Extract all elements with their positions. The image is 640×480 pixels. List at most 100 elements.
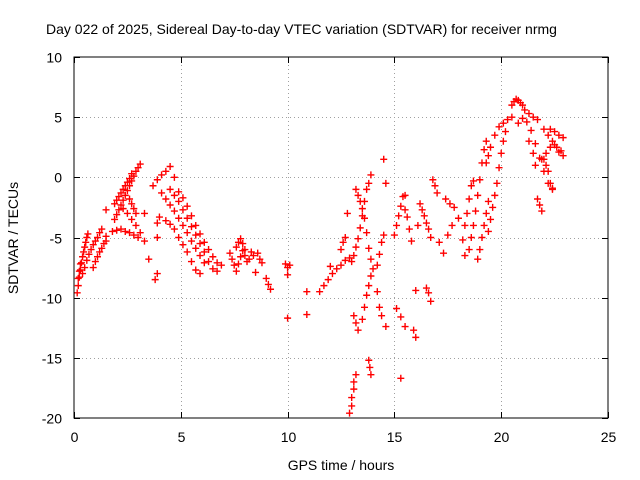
data-point xyxy=(401,206,409,214)
grid-layer xyxy=(74,57,608,418)
data-point xyxy=(134,234,142,241)
data-point xyxy=(397,313,405,321)
data-point xyxy=(420,212,428,220)
data-point xyxy=(119,205,127,213)
data-point xyxy=(187,237,195,245)
data-point xyxy=(115,193,123,201)
data-points xyxy=(73,95,567,417)
data-point xyxy=(102,206,110,214)
data-point xyxy=(80,248,88,256)
data-point xyxy=(412,333,420,341)
data-point xyxy=(119,185,127,193)
data-point xyxy=(75,273,83,281)
data-point xyxy=(367,272,375,280)
data-point xyxy=(407,237,415,245)
data-point xyxy=(183,229,191,237)
data-point xyxy=(493,179,501,187)
data-point xyxy=(514,119,522,127)
data-point xyxy=(111,215,119,223)
data-point xyxy=(140,237,148,245)
data-point xyxy=(365,179,373,187)
data-point xyxy=(499,137,507,145)
data-point xyxy=(136,160,144,168)
data-point xyxy=(363,229,371,237)
data-point xyxy=(352,319,360,327)
data-point xyxy=(519,101,527,109)
data-point xyxy=(252,268,260,276)
data-point xyxy=(284,314,292,322)
plot-border xyxy=(73,56,609,419)
data-point xyxy=(130,205,138,213)
data-point xyxy=(93,234,101,241)
data-point xyxy=(119,196,127,204)
data-point xyxy=(504,116,512,124)
data-point xyxy=(365,282,373,290)
data-point xyxy=(213,267,221,275)
data-point xyxy=(117,225,125,233)
data-point xyxy=(348,394,356,402)
data-point xyxy=(393,221,401,229)
data-point xyxy=(529,149,537,157)
data-point xyxy=(82,238,90,246)
data-point xyxy=(179,241,187,249)
data-point xyxy=(123,209,131,217)
data-point xyxy=(303,311,311,319)
data-point xyxy=(93,253,101,261)
data-point xyxy=(487,215,495,223)
data-point xyxy=(183,202,191,210)
data-point xyxy=(267,285,275,293)
data-point xyxy=(333,265,341,273)
data-point xyxy=(474,191,482,199)
data-point xyxy=(179,206,187,214)
data-point xyxy=(179,194,187,202)
data-point xyxy=(366,363,374,371)
data-point xyxy=(149,182,157,190)
y-axis-label: SDTVAR / TECUs xyxy=(5,182,21,294)
data-point xyxy=(126,175,134,183)
data-point xyxy=(196,240,204,248)
data-point xyxy=(213,259,221,267)
data-point xyxy=(111,200,119,208)
data-point xyxy=(209,253,217,261)
data-point xyxy=(431,182,439,190)
data-point xyxy=(433,189,441,197)
y-tick-label: 0 xyxy=(54,170,62,186)
data-point xyxy=(534,195,542,203)
data-point xyxy=(247,248,255,256)
data-point xyxy=(324,276,332,284)
data-point xyxy=(128,170,136,178)
data-point xyxy=(155,213,163,221)
data-point xyxy=(352,243,360,251)
data-point xyxy=(358,315,366,323)
data-point xyxy=(140,209,148,217)
data-point xyxy=(76,260,84,268)
data-point xyxy=(363,291,371,299)
data-point xyxy=(476,176,484,184)
data-point xyxy=(126,229,134,237)
data-point xyxy=(346,409,354,417)
data-point xyxy=(356,224,364,232)
data-point xyxy=(183,214,191,222)
data-point xyxy=(397,374,405,382)
data-point xyxy=(534,116,542,124)
data-point xyxy=(228,255,236,263)
x-tick-label: 5 xyxy=(178,429,186,445)
data-point xyxy=(440,249,448,257)
data-point xyxy=(410,326,418,334)
data-point xyxy=(548,137,556,145)
data-point xyxy=(134,164,142,172)
data-point xyxy=(249,252,257,260)
x-tick-label: 25 xyxy=(601,429,617,445)
data-point xyxy=(401,323,409,331)
data-point xyxy=(303,288,311,296)
data-point xyxy=(352,185,360,193)
data-point xyxy=(540,125,548,133)
data-point xyxy=(414,221,422,229)
data-point xyxy=(123,178,131,186)
data-point xyxy=(478,234,486,241)
data-point xyxy=(96,229,104,237)
data-point xyxy=(200,259,208,267)
data-point xyxy=(339,238,347,246)
data-point xyxy=(467,234,475,241)
